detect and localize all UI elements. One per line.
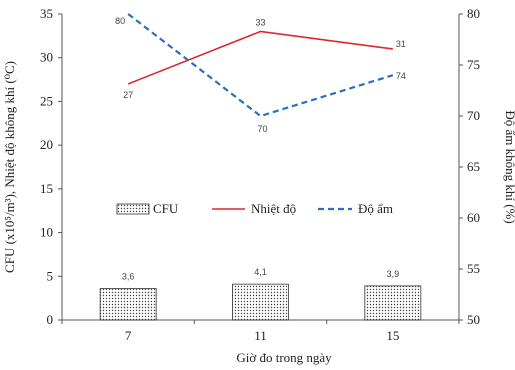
nhiet-do-data-label: 33: [255, 17, 265, 27]
line-do-am: [127, 13, 394, 118]
bar-cfu-data-label: 3,9: [387, 269, 400, 279]
y-right-tick-label: 65: [467, 159, 480, 174]
y-right-tick-label: 75: [467, 57, 480, 72]
y-left-axis-title: CFU (x10⁵/m³), Nhiệt độ không khí (⁰C): [2, 61, 17, 273]
y-left-tick-label: 20: [40, 137, 53, 152]
legend-cfu-swatch: [116, 203, 150, 215]
bar-cfu-data-label: 3,6: [122, 272, 135, 282]
legend-nhiet-do-label: Nhiệt độ: [251, 201, 296, 216]
x-axis-title: Giờ đo trong ngày: [236, 350, 332, 365]
y-left-tick-label: 25: [40, 93, 53, 108]
y-left-tick-label: 10: [40, 225, 53, 240]
y-left-tick-label: 0: [47, 312, 54, 327]
do-am-data-label: 74: [396, 71, 406, 81]
y-right-tick-label: 60: [467, 210, 480, 225]
y-left-tick-label: 15: [40, 181, 53, 196]
do-am-data-label: 70: [257, 124, 267, 134]
y-right-tick-label: 50: [467, 312, 480, 327]
y-right-axis-title: Độ ẩm không khí (%): [503, 110, 515, 223]
legend-do-am-label: Độ ẩm: [358, 201, 393, 216]
y-left-tick-label: 5: [47, 268, 54, 283]
x-tick-label: 7: [125, 328, 132, 343]
do-am-data-label: 80: [115, 16, 125, 26]
bar-cfu-data-label: 4,1: [254, 267, 267, 277]
y-right-tick-label: 70: [467, 108, 480, 123]
y-right-tick-label: 55: [467, 261, 480, 276]
line-nhiet-do: [127, 30, 393, 85]
x-tick-label: 11: [254, 328, 267, 343]
nhiet-do-data-label: 31: [396, 39, 406, 49]
y-left-tick-label: 30: [40, 50, 53, 65]
y-right-tick-label: 80: [467, 6, 480, 21]
bar-cfu: [232, 283, 289, 321]
legend-cfu-label: CFU: [153, 201, 179, 216]
nhiet-do-data-label: 27: [123, 90, 133, 100]
y-left-tick-label: 35: [40, 6, 53, 21]
bar-cfu: [99, 288, 157, 321]
plot-area: 0 5 10 15 20 25 30 35 50 55 60 65 70 75 80 7 11 15 3,6 4,1 3…: [40, 6, 480, 343]
bar-cfu: [364, 285, 422, 321]
x-tick-label: 15: [386, 328, 399, 343]
